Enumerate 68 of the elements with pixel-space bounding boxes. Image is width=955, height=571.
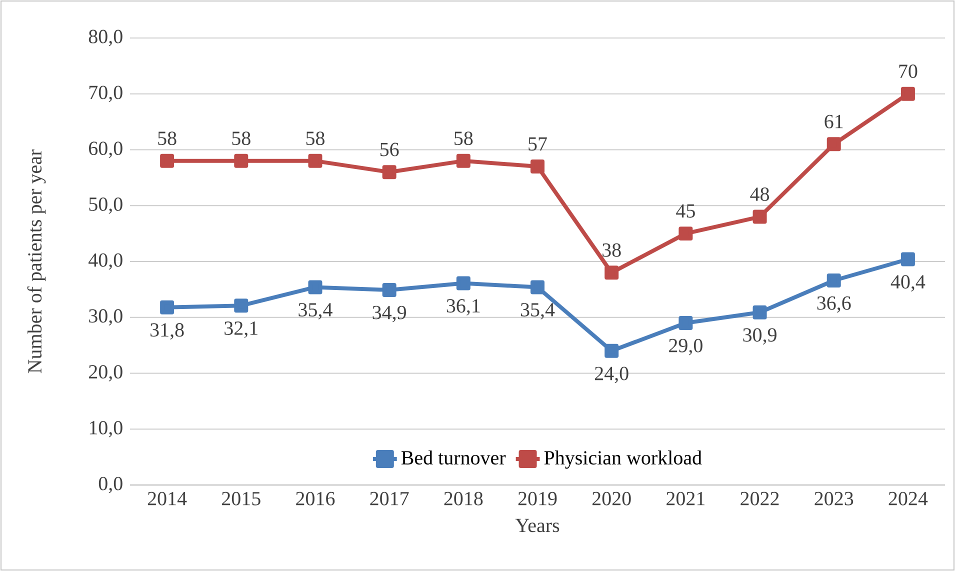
- data-label: 29,0: [669, 338, 702, 356]
- point: [160, 300, 174, 314]
- point: [678, 226, 693, 241]
- point: [234, 298, 248, 313]
- data-label: 58: [454, 132, 473, 146]
- data-label: 36,1: [446, 299, 480, 316]
- x-tick-label: 2014: [148, 492, 187, 506]
- data-label: 58: [232, 132, 250, 146]
- data-label: 34,9: [372, 306, 406, 322]
- point: [678, 316, 693, 330]
- data-label: 36,6: [817, 296, 851, 313]
- y-tick-label: 0,0: [98, 476, 122, 494]
- y-tick-label: 50,0: [89, 197, 122, 214]
- point: [604, 266, 619, 280]
- data-label: 48: [750, 187, 770, 201]
- x-tick-label: 2022: [740, 492, 779, 506]
- data-label: 30,9: [743, 328, 776, 345]
- point: [900, 252, 915, 266]
- x-axis-title: Years: [515, 518, 560, 532]
- y-tick-label: 80,0: [88, 30, 122, 46]
- x-tick-label: 2018: [444, 492, 483, 506]
- point: [308, 280, 322, 294]
- y-axis-title: Number of patients per year: [27, 150, 46, 374]
- x-tick-label: 2016: [296, 492, 335, 506]
- legend-label: Physician workload: [544, 450, 702, 469]
- y-tick-label: 10,0: [90, 420, 122, 438]
- x-tick-label: 2019: [518, 492, 557, 506]
- point: [752, 210, 767, 224]
- x-tick-label: 2023: [814, 492, 854, 506]
- x-tick-label: 2024: [888, 492, 928, 506]
- data-label: 70: [899, 64, 918, 78]
- data-label: 24,0: [594, 366, 628, 384]
- data-label: 58: [306, 132, 324, 146]
- x-tick-label: 2020: [592, 492, 631, 506]
- y-tick-label: 30,0: [89, 309, 122, 326]
- data-label: 38: [602, 243, 621, 257]
- point: [456, 276, 470, 290]
- point: [382, 165, 396, 180]
- point: [382, 282, 396, 297]
- point: [530, 160, 545, 174]
- x-tick-label: 2021: [666, 492, 704, 506]
- data-label: 40,4: [890, 275, 926, 292]
- data-label: 35,4: [298, 303, 332, 320]
- y-tick-label: 20,0: [89, 365, 122, 382]
- data-label: 57: [528, 137, 547, 151]
- y-tick-label: 60,0: [89, 142, 122, 158]
- data-label: 35,4: [520, 303, 555, 320]
- y-tick-label: 40,0: [88, 253, 122, 270]
- y-tick-label: 70,0: [89, 86, 122, 102]
- x-tick-label: 2015: [222, 492, 260, 506]
- point: [234, 154, 248, 168]
- point: [752, 305, 767, 320]
- point: [456, 154, 470, 168]
- point: [604, 344, 619, 358]
- data-label: 56: [380, 142, 399, 156]
- data-label: 45: [676, 204, 695, 218]
- point: [160, 154, 174, 168]
- point: [900, 86, 915, 101]
- data-label: 31,8: [150, 323, 184, 340]
- point: [530, 280, 545, 294]
- x-tick-label: 2017: [370, 492, 409, 506]
- point: [308, 154, 322, 168]
- data-label: 58: [158, 132, 176, 146]
- legend-label: Bed turnover: [401, 450, 506, 465]
- data-label: 32,1: [224, 322, 258, 338]
- point: [826, 273, 841, 288]
- data-label: 61: [824, 114, 843, 128]
- point: [826, 137, 841, 152]
